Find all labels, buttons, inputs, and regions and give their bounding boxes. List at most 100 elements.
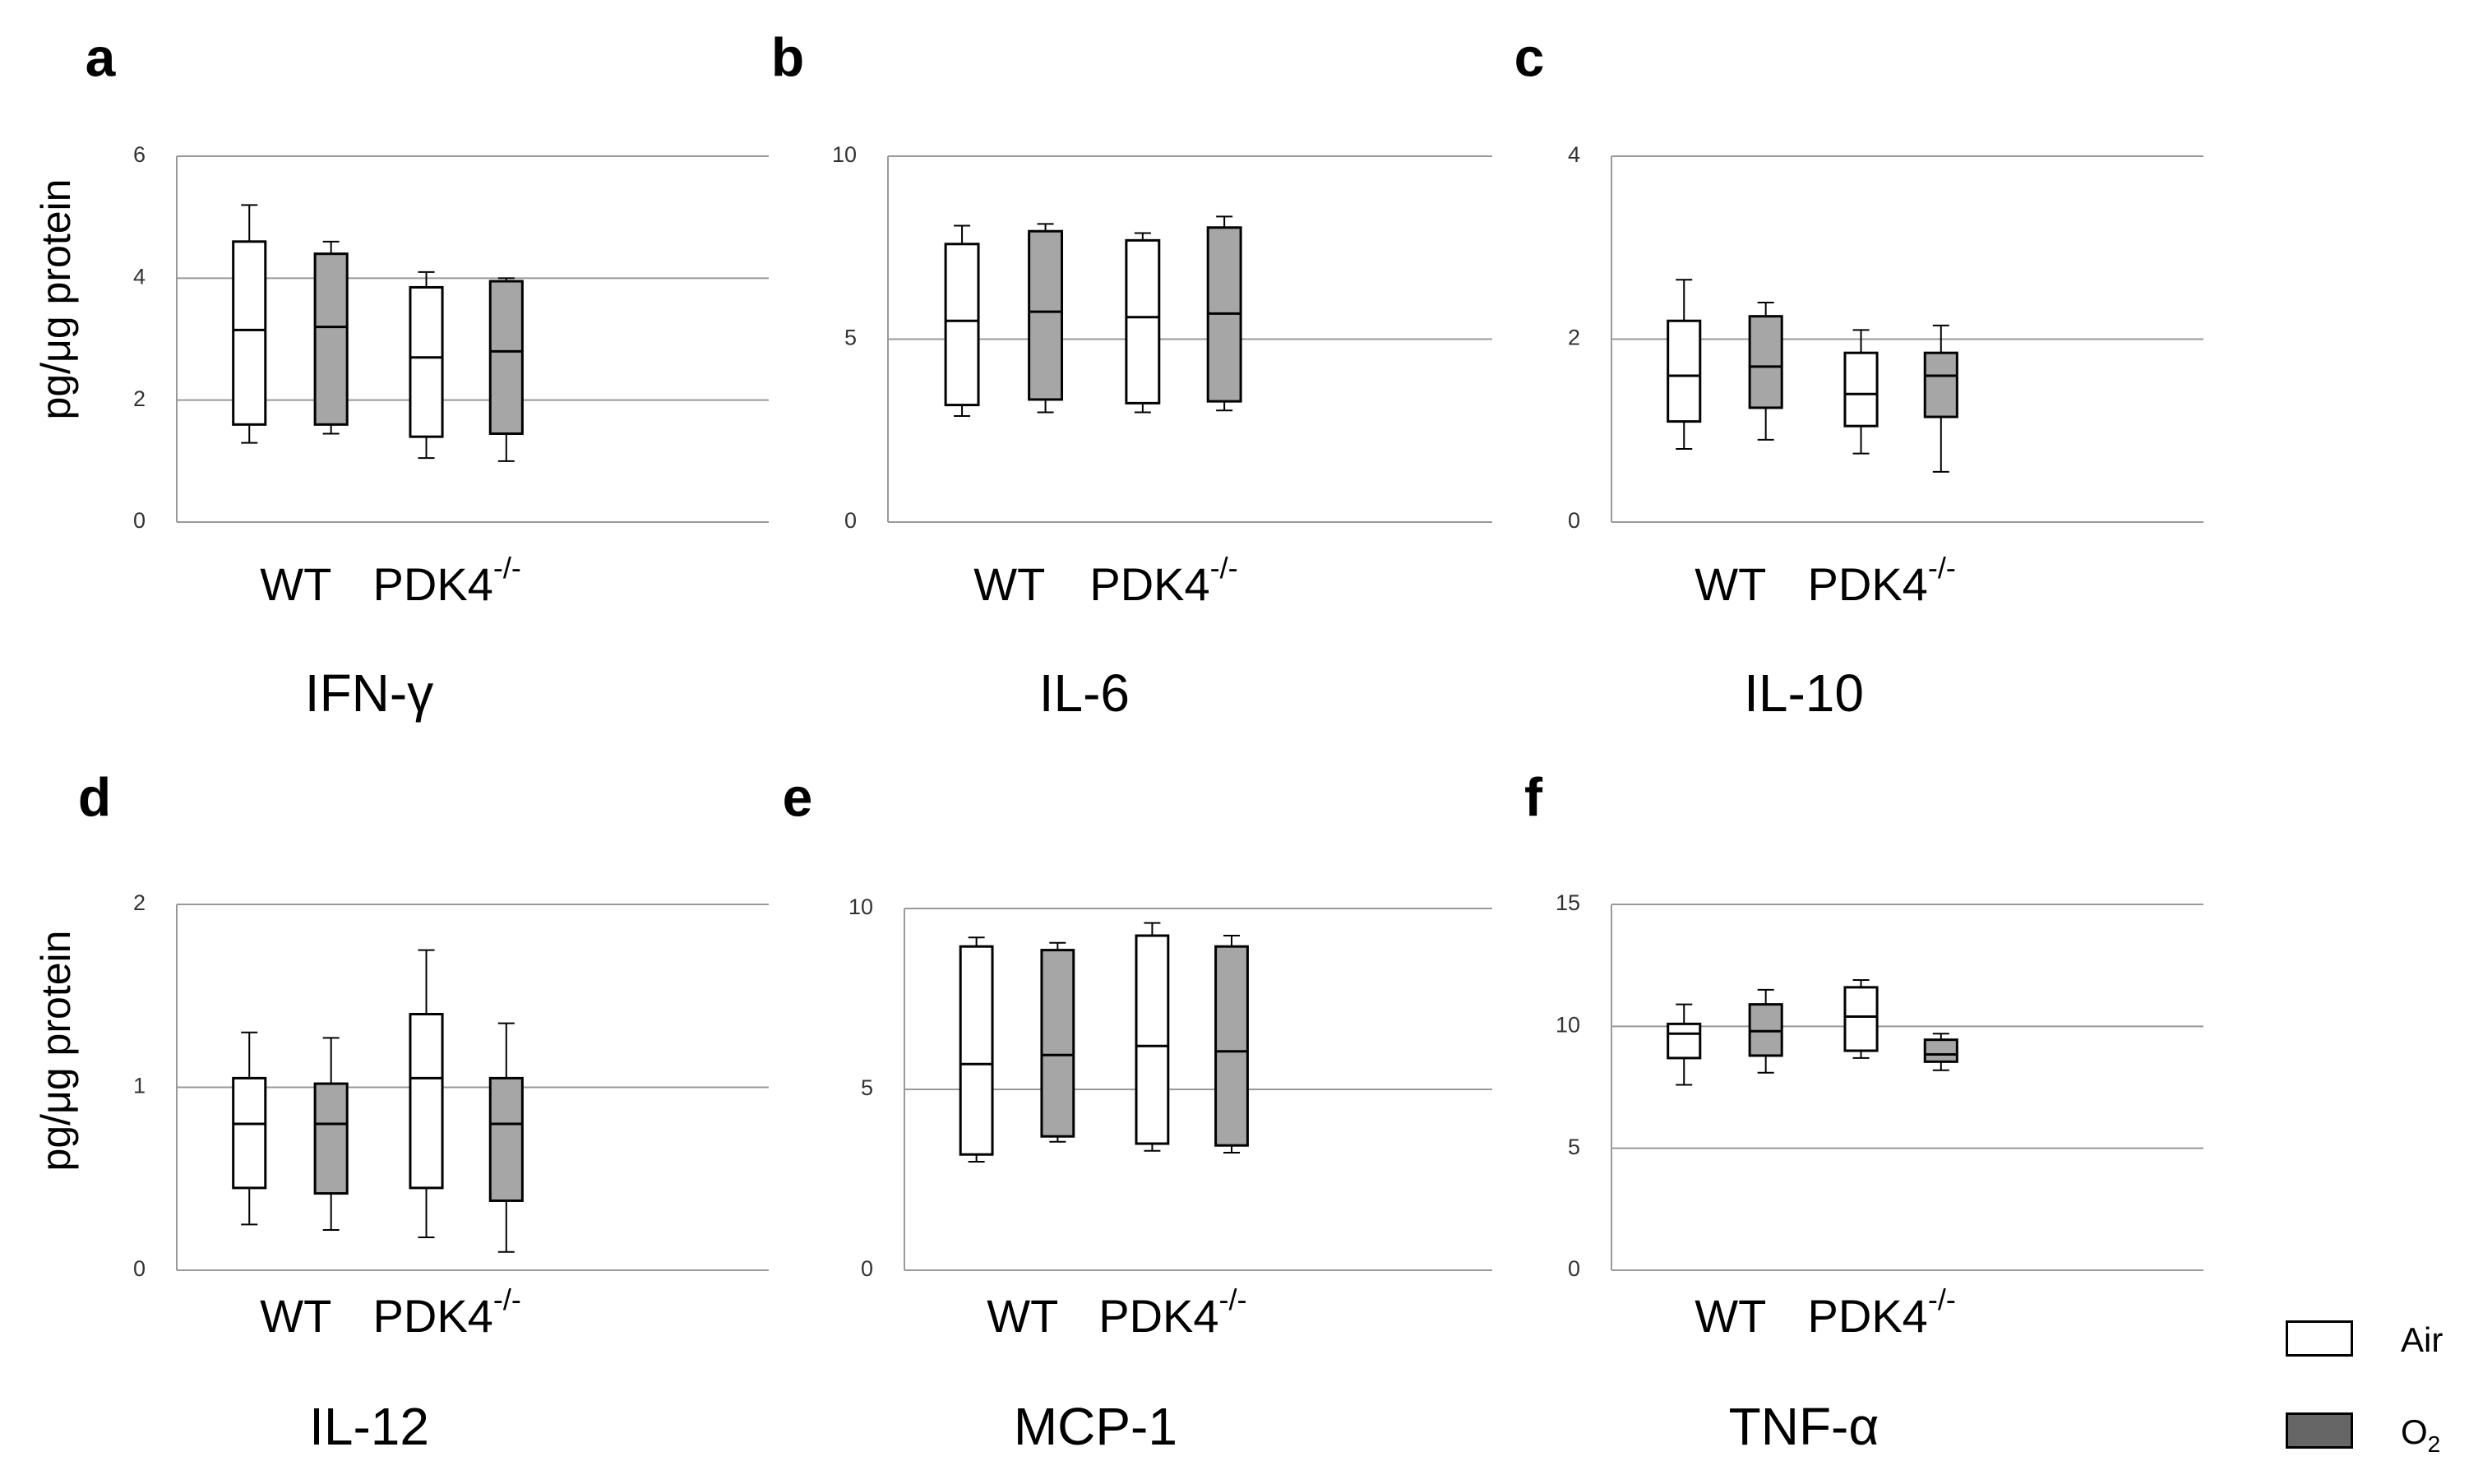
y-tick-label-f-10: 10 [1556, 1012, 1580, 1037]
legend: Air O2 [2286, 1315, 2467, 1472]
legend-item-air: Air [2286, 1315, 2467, 1365]
legend-item-o2: O2 [2286, 1408, 2467, 1457]
box-body-c-o2-pdk4 [1923, 351, 1958, 418]
y-tick-label-a-0: 0 [133, 508, 146, 533]
group-label-c-pdk4: PDK4-/- [1808, 551, 1956, 610]
legend-label-o2: O2 [2401, 1412, 2441, 1457]
y-tick-label-d-1: 1 [133, 1074, 146, 1098]
panel-title-f: TNF-α [1729, 1397, 1879, 1456]
panel-letter-f: f [1524, 766, 1543, 827]
legend-label-air: Air [2401, 1320, 2444, 1359]
y-tick-label-b-10: 10 [832, 142, 857, 167]
y-tick-label-a-2: 2 [133, 386, 146, 411]
y-tick-label-c-0: 0 [1568, 508, 1580, 533]
legend-swatch-o2 [2286, 1412, 2353, 1449]
panel-c: c 0 2 4 WT PDK4-/- IL-10 [1514, 26, 2203, 723]
group-label-a-wt: WT [260, 558, 331, 610]
y-tick-label-b-0: 0 [844, 508, 857, 533]
box-body-b-o2-wt [1028, 229, 1064, 401]
box-body-a-o2-wt [313, 252, 349, 426]
box-b-air-pdk4 [1125, 232, 1161, 414]
y-tick-label-e-5: 5 [861, 1075, 873, 1100]
y-tick-label-d-0: 0 [133, 1256, 146, 1281]
box-body-d-air-wt [232, 1076, 267, 1190]
box-body-c-air-pdk4 [1843, 351, 1879, 428]
box-f-o2-wt [1748, 988, 1783, 1074]
panel-letter-b: b [771, 26, 804, 87]
box-body-f-air-wt [1667, 1022, 1702, 1060]
group-label-b-wt: WT [973, 558, 1045, 610]
group-label-b-pdk4: PDK4-/- [1089, 551, 1237, 610]
y-tick-label-d-2: 2 [133, 890, 146, 915]
panel-b: b 0 5 10 WT PDK4-/- IL-6 [771, 26, 1492, 723]
box-d-o2-wt [313, 1037, 349, 1232]
box-d-o2-pdk4 [488, 1022, 524, 1253]
box-f-air-pdk4 [1843, 978, 1879, 1059]
box-e-o2-wt [1040, 941, 1075, 1143]
group-label-e-wt: WT [987, 1290, 1058, 1342]
y-tick-label-c-4: 4 [1568, 142, 1580, 167]
y-tick-label-f-15: 15 [1556, 890, 1580, 915]
box-d-air-pdk4 [409, 949, 444, 1238]
panel-f: f 0 5 10 15 WT PDK4-/- TNF-α [1524, 766, 2203, 1456]
box-body-b-air-pdk4 [1125, 238, 1161, 405]
box-body-f-air-pdk4 [1843, 986, 1879, 1052]
box-c-air-wt [1667, 279, 1702, 450]
group-label-e-pdk4: PDK4-/- [1098, 1283, 1246, 1342]
y-tick-label-e-0: 0 [861, 1256, 873, 1281]
panel-letter-e: e [783, 766, 813, 827]
box-e-air-pdk4 [1135, 922, 1170, 1152]
y-tick-label-a-6: 6 [133, 142, 146, 167]
box-f-air-wt [1667, 1003, 1702, 1086]
box-body-a-air-pdk4 [409, 285, 444, 438]
box-body-e-air-pdk4 [1135, 934, 1170, 1145]
box-body-b-air-wt [944, 243, 980, 407]
panel-e: e 0 5 10 WT PDK4-/- MCP-1 [783, 766, 1492, 1456]
box-body-e-air-wt [959, 945, 994, 1156]
group-label-d-wt: WT [260, 1290, 331, 1342]
box-b-o2-pdk4 [1206, 215, 1242, 412]
box-body-c-air-wt [1667, 319, 1702, 423]
panel-title-a: IFN-γ [305, 663, 433, 723]
box-body-a-air-wt [232, 240, 267, 426]
panel-letter-d: d [78, 766, 111, 827]
box-a-air-pdk4 [409, 270, 444, 460]
box-body-e-o2-pdk4 [1214, 945, 1249, 1147]
box-d-air-wt [232, 1031, 267, 1226]
box-c-air-pdk4 [1843, 329, 1879, 455]
panel-title-b: IL-6 [1039, 663, 1130, 723]
box-e-o2-pdk4 [1214, 935, 1249, 1153]
box-a-o2-wt [313, 240, 349, 435]
y-tick-label-f-0: 0 [1568, 1256, 1580, 1281]
box-body-c-o2-wt [1748, 315, 1783, 409]
panel-letter-c: c [1514, 26, 1545, 87]
panel-title-d: IL-12 [309, 1397, 429, 1456]
group-label-d-pdk4: PDK4-/- [373, 1283, 521, 1342]
panel-title-c: IL-10 [1744, 663, 1864, 723]
panel-title-e: MCP-1 [1014, 1397, 1177, 1456]
y-tick-label-f-5: 5 [1568, 1135, 1580, 1159]
box-body-d-o2-pdk4 [488, 1076, 524, 1202]
y-tick-label-c-2: 2 [1568, 326, 1580, 350]
group-label-c-wt: WT [1695, 558, 1766, 610]
box-body-a-o2-pdk4 [488, 280, 524, 435]
panel-letter-a: a [86, 26, 117, 87]
box-c-o2-wt [1748, 302, 1783, 441]
box-e-air-wt [959, 936, 994, 1163]
y-tick-label-e-10: 10 [848, 895, 873, 919]
box-body-e-o2-wt [1040, 949, 1075, 1138]
box-b-o2-wt [1028, 223, 1064, 414]
group-label-f-wt: WT [1695, 1290, 1766, 1342]
group-label-a-pdk4: PDK4-/- [373, 551, 521, 610]
legend-swatch-air [2286, 1320, 2353, 1357]
box-f-o2-pdk4 [1923, 1033, 1958, 1071]
panel-d: d 0 1 2 WT PDK4-/- IL-12 [78, 766, 769, 1456]
panel-a: a 0 2 4 6 WT PDK4-/- IFN-γ [86, 26, 769, 723]
y-tick-label-a-4: 4 [133, 264, 146, 289]
box-b-air-wt [944, 224, 980, 417]
box-body-f-o2-pdk4 [1923, 1038, 1958, 1063]
group-label-f-pdk4: PDK4-/- [1808, 1283, 1956, 1342]
box-a-o2-pdk4 [488, 277, 524, 462]
